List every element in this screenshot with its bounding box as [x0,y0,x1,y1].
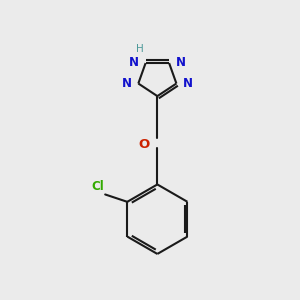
Text: Cl: Cl [91,180,104,193]
Text: H: H [136,44,144,54]
Text: O: O [139,138,150,151]
Text: N: N [129,56,139,69]
Text: N: N [183,77,193,90]
Text: N: N [122,77,132,90]
Text: N: N [176,56,186,69]
